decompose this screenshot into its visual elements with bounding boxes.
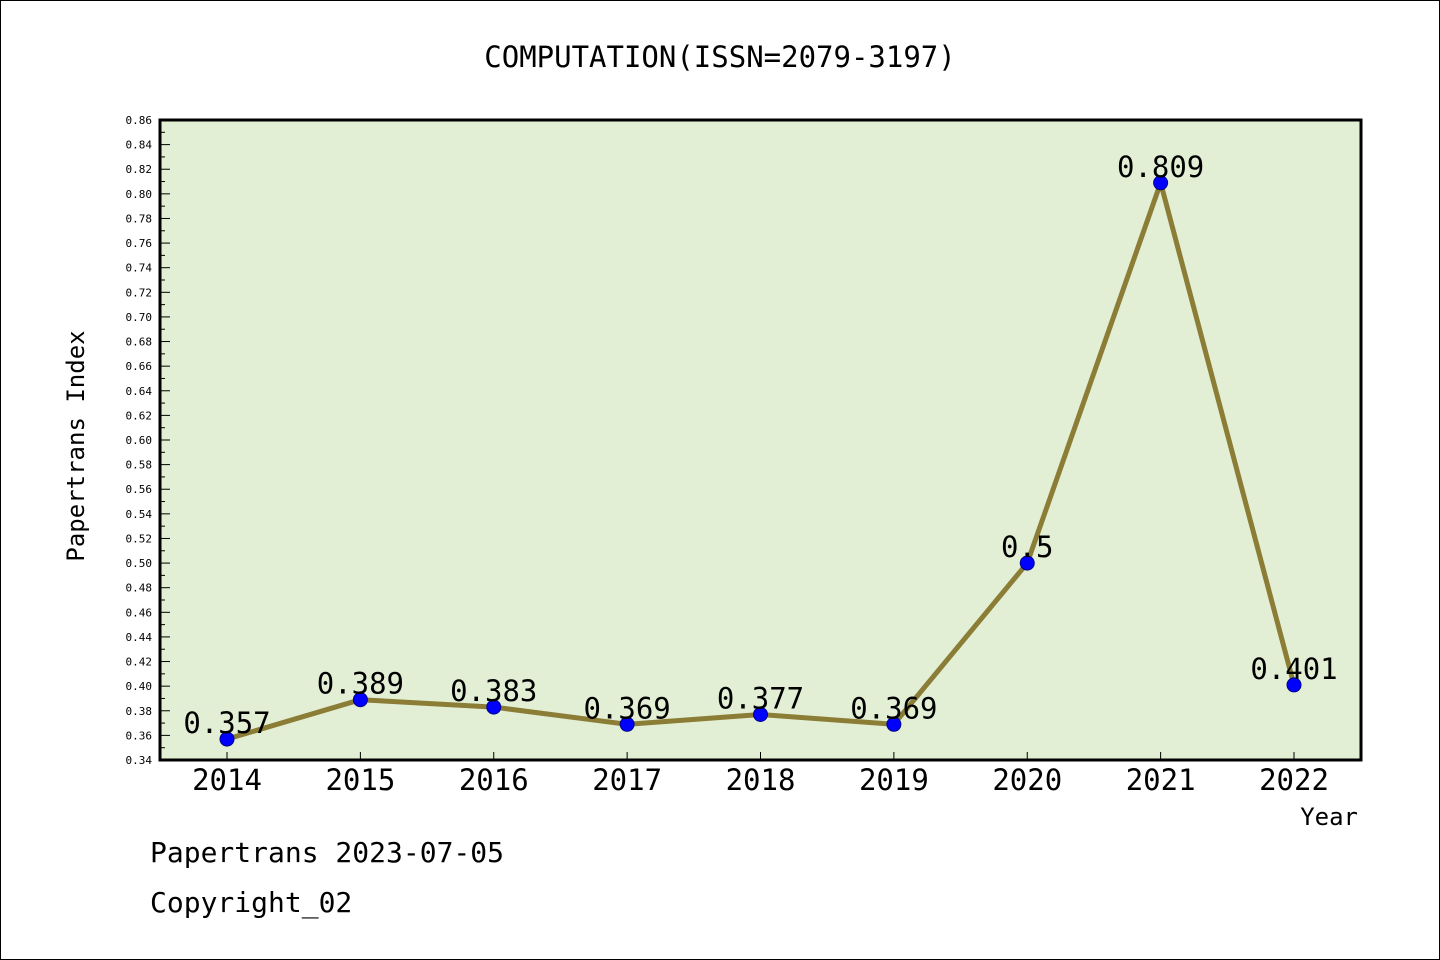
y-tick-label: 0.64 bbox=[126, 385, 153, 398]
x-tick-label: 2022 bbox=[1259, 763, 1329, 797]
plot-area bbox=[160, 120, 1361, 760]
data-label: 0.5 bbox=[1001, 530, 1053, 564]
y-tick-label: 0.52 bbox=[126, 532, 153, 545]
x-axis: 2014 2015 2016 2017 2018 2019 2020 2021 2022 bbox=[192, 752, 1329, 797]
footer-date: Papertrans 2023-07-05 bbox=[150, 836, 505, 869]
x-axis-label: Year bbox=[1300, 803, 1358, 831]
plot-border bbox=[158, 118, 1363, 762]
y-tick-label: 0.70 bbox=[126, 311, 153, 324]
data-point bbox=[1286, 677, 1302, 693]
y-tick-label: 0.36 bbox=[126, 729, 153, 742]
y-tick-label: 0.46 bbox=[126, 606, 153, 619]
x-tick-label: 2021 bbox=[1126, 763, 1196, 797]
x-tick-label: 2015 bbox=[325, 763, 395, 797]
data-point bbox=[886, 716, 902, 732]
y-tick-label: 0.54 bbox=[126, 508, 153, 521]
y-tick-label: 0.44 bbox=[126, 631, 153, 644]
data-label: 0.377 bbox=[717, 681, 804, 715]
y-axis-label: Papertrans Index bbox=[62, 330, 90, 561]
y-axis: 0.34 0.36 0.38 0.40 0.42 0.44 0.46 0.48 0.50 0.52… bbox=[126, 114, 170, 767]
y-tick-label: 0.74 bbox=[126, 262, 153, 275]
data-point bbox=[486, 699, 502, 715]
y-tick-label: 0.66 bbox=[126, 360, 153, 373]
data-point bbox=[1153, 175, 1169, 191]
y-tick-label: 0.50 bbox=[126, 557, 153, 570]
y-tick-label: 0.76 bbox=[126, 237, 153, 250]
x-tick-label: 2017 bbox=[592, 763, 662, 797]
data-label: 0.369 bbox=[583, 691, 670, 725]
y-tick-label: 0.34 bbox=[126, 754, 153, 767]
x-tick-label: 2016 bbox=[459, 763, 529, 797]
y-tick-label: 0.86 bbox=[126, 114, 153, 127]
y-tick-label: 0.38 bbox=[126, 705, 153, 718]
y-tick-label: 0.48 bbox=[126, 582, 153, 595]
data-label: 0.401 bbox=[1250, 652, 1337, 686]
y-tick-label: 0.42 bbox=[126, 656, 153, 669]
y-tick-label: 0.80 bbox=[126, 188, 153, 201]
x-tick-label: 2019 bbox=[859, 763, 929, 797]
data-point bbox=[352, 692, 368, 708]
y-tick-label: 0.78 bbox=[126, 212, 153, 225]
data-point bbox=[753, 706, 768, 722]
y-tick-label: 0.60 bbox=[126, 434, 153, 447]
y-tick-label: 0.68 bbox=[126, 336, 153, 349]
data-label: 0.383 bbox=[450, 674, 537, 708]
data-point bbox=[219, 731, 235, 747]
y-tick-label: 0.40 bbox=[126, 680, 153, 693]
y-tick-label: 0.84 bbox=[126, 139, 153, 152]
y-tick-label: 0.58 bbox=[126, 459, 153, 472]
x-tick-label: 2020 bbox=[992, 763, 1062, 797]
x-tick-label: 2018 bbox=[726, 763, 796, 797]
y-tick-label: 0.82 bbox=[126, 163, 153, 176]
data-label: 0.809 bbox=[1117, 150, 1204, 184]
series-line-group: 0.357 0.389 0.383 0.369 0.377 0.369 0.5 0.809 0.… bbox=[183, 150, 1338, 747]
data-label: 0.357 bbox=[183, 706, 270, 740]
footer-copyright: Copyright_02 bbox=[150, 886, 353, 919]
y-tick-label: 0.72 bbox=[126, 286, 153, 299]
data-label: 0.389 bbox=[317, 667, 404, 701]
x-tick-label: 2014 bbox=[192, 763, 262, 797]
y-tick-label: 0.62 bbox=[126, 409, 153, 422]
data-label: 0.369 bbox=[850, 691, 937, 725]
data-point bbox=[1019, 555, 1035, 571]
data-point bbox=[619, 716, 635, 732]
chart-title: COMPUTATION(ISSN=2079-3197) bbox=[484, 40, 955, 74]
y-tick-label: 0.56 bbox=[126, 483, 153, 496]
